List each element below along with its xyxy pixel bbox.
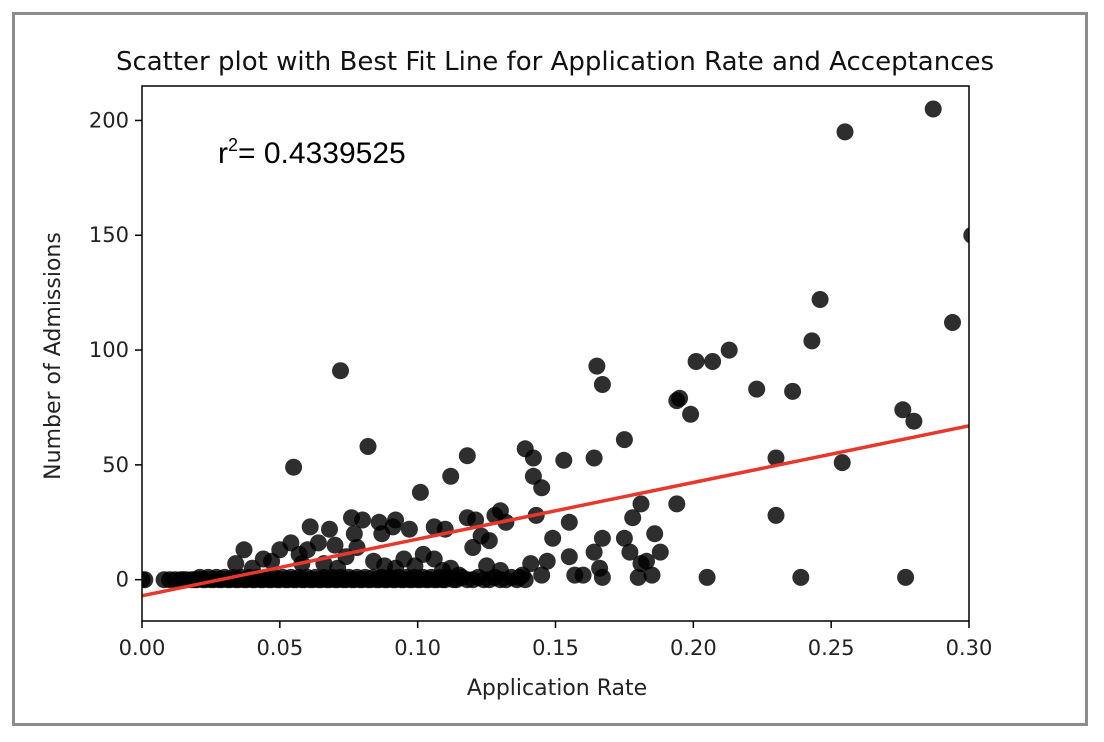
data-point <box>544 529 562 547</box>
data-point <box>585 543 603 561</box>
best-fit-line <box>142 424 969 598</box>
data-point <box>425 518 443 536</box>
chart-title: Scatter plot with Best Fit Line for Appl… <box>116 47 994 77</box>
data-point <box>411 483 429 501</box>
data-point <box>588 357 606 375</box>
r-squared-value: = 0.4339525 <box>238 137 406 170</box>
y-tick-label: 150 <box>89 223 129 247</box>
data-point <box>593 529 611 547</box>
x-tick-label: 0.20 <box>670 636 717 660</box>
data-point <box>464 539 482 556</box>
data-point <box>343 509 360 527</box>
r-squared-prefix: r <box>218 137 228 170</box>
data-point <box>682 405 700 423</box>
y-tick-label: 200 <box>89 108 129 132</box>
x-axis-label: Application Rate <box>467 676 647 701</box>
y-axis-label: Number of Admissions <box>41 232 66 480</box>
data-point <box>894 401 912 419</box>
r-squared-annotation: r2= 0.4339525 <box>218 135 406 170</box>
data-point <box>533 479 551 497</box>
data-point <box>326 536 344 554</box>
data-point <box>624 509 642 527</box>
figure-frame <box>12 12 1088 726</box>
data-point <box>321 520 338 538</box>
data-point <box>533 566 551 584</box>
data-point <box>632 495 650 513</box>
data-point <box>671 389 689 407</box>
data-point <box>748 380 766 398</box>
r-squared-superscript: 2 <box>228 135 238 155</box>
data-point <box>621 543 639 561</box>
data-point <box>516 571 534 589</box>
data-point <box>585 449 603 467</box>
data-point <box>458 509 476 527</box>
x-tick-label: 0.10 <box>394 636 441 660</box>
data-point <box>784 382 802 400</box>
data-point <box>836 123 854 141</box>
data-point <box>905 412 923 430</box>
data-point <box>332 362 349 380</box>
data-point <box>574 566 592 584</box>
x-tick-label: 0.15 <box>532 636 579 660</box>
data-point <box>767 449 785 467</box>
data-point <box>285 458 303 476</box>
data-point <box>687 353 705 370</box>
data-point <box>235 541 253 559</box>
data-point <box>638 552 655 570</box>
plot-area: 0.00 0.05 0.10 0.15 0.20 0.25 0.30 0 50 100 150 200 <box>89 85 993 660</box>
data-point <box>301 518 319 536</box>
data-point <box>345 525 363 543</box>
data-point <box>538 552 556 570</box>
data-point <box>560 513 578 531</box>
x-tick-label: 0.25 <box>808 636 855 660</box>
data-point <box>897 568 915 586</box>
data-point <box>792 568 810 586</box>
data-point <box>560 548 578 566</box>
data-point <box>646 525 664 543</box>
data-point <box>593 376 611 393</box>
x-tick-label: 0.00 <box>119 636 166 660</box>
data-point <box>458 447 476 465</box>
data-point <box>400 520 418 538</box>
y-tick-label: 0 <box>116 568 129 592</box>
data-point <box>767 506 785 524</box>
data-point <box>698 568 716 586</box>
data-point <box>944 314 961 331</box>
data-point <box>227 555 245 573</box>
data-point <box>924 100 942 118</box>
data-point <box>720 341 738 359</box>
data-point <box>593 568 611 586</box>
data-point <box>142 571 154 589</box>
data-point <box>643 566 661 584</box>
data-point <box>803 332 821 350</box>
data-point <box>615 431 633 449</box>
data-point <box>359 438 377 455</box>
x-tick-label: 0.05 <box>256 636 303 660</box>
data-point <box>395 550 413 568</box>
data-point <box>811 291 829 308</box>
data-points <box>142 100 969 589</box>
data-point <box>629 568 647 586</box>
data-point <box>651 543 669 561</box>
fit-line-group <box>142 424 969 598</box>
data-point <box>668 495 686 513</box>
data-point <box>555 451 573 469</box>
data-point <box>491 502 509 520</box>
data-point <box>833 454 851 472</box>
x-tick-label: 0.30 <box>946 636 993 660</box>
data-point <box>370 513 388 531</box>
data-point <box>615 529 633 547</box>
data-point <box>524 449 542 467</box>
y-tick-label: 50 <box>102 453 129 477</box>
data-point <box>704 353 722 370</box>
data-point <box>442 467 460 485</box>
data-point <box>963 227 969 244</box>
y-tick-label: 100 <box>89 338 129 362</box>
